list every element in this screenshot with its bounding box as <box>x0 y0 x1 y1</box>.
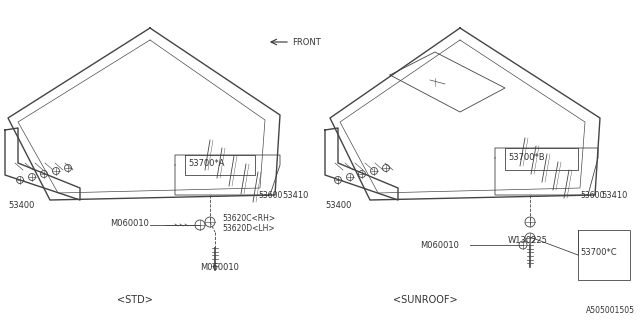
Bar <box>578 230 630 280</box>
Text: A505001505: A505001505 <box>586 306 635 315</box>
Text: M060010: M060010 <box>200 262 239 271</box>
Text: 53620C<RH>: 53620C<RH> <box>222 213 275 222</box>
Text: <STD>: <STD> <box>117 295 153 305</box>
Text: 53600: 53600 <box>258 190 282 199</box>
Text: 53620D<LH>: 53620D<LH> <box>222 223 275 233</box>
Text: 53400: 53400 <box>325 201 351 210</box>
Text: FRONT: FRONT <box>292 37 321 46</box>
Text: 53600: 53600 <box>580 190 604 199</box>
Text: 53410: 53410 <box>282 190 308 199</box>
Text: 53700*B: 53700*B <box>508 153 545 162</box>
Text: W130225: W130225 <box>508 236 548 244</box>
Text: 53410: 53410 <box>601 190 627 199</box>
Text: <SUNROOF>: <SUNROOF> <box>393 295 458 305</box>
Text: M060010: M060010 <box>420 241 459 250</box>
Text: 53700*C: 53700*C <box>580 247 616 257</box>
Text: 53400: 53400 <box>8 201 35 210</box>
Text: 53700*A: 53700*A <box>188 158 225 167</box>
Text: M060010: M060010 <box>110 219 149 228</box>
